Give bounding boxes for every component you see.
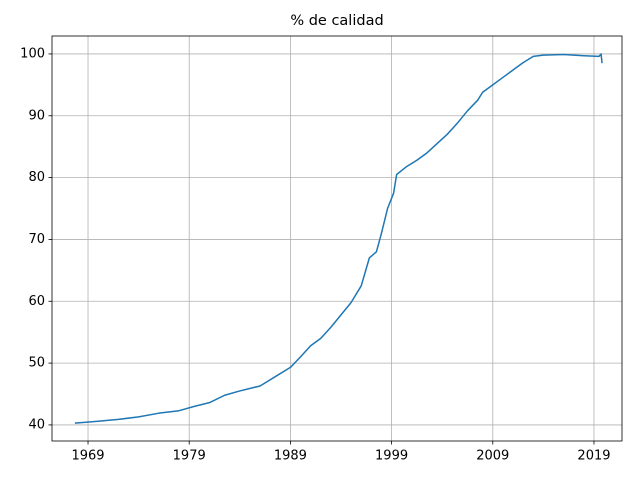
- data-line: [74, 53, 603, 424]
- y-tick-label: 70: [28, 232, 45, 247]
- y-tick-label: 50: [28, 356, 45, 371]
- y-tick-label: 90: [28, 108, 45, 123]
- chart-title: % de calidad: [290, 13, 383, 29]
- x-tick-label: 1969: [71, 449, 104, 464]
- x-tick-label: 1979: [173, 449, 206, 464]
- x-tick-label: 2009: [476, 449, 509, 464]
- x-tick-label: 1989: [274, 449, 307, 464]
- y-tick-label: 80: [28, 170, 45, 185]
- axes-frame: [51, 35, 623, 442]
- x-tick-label: 2019: [577, 449, 610, 464]
- y-tick-label: 60: [28, 294, 45, 309]
- x-tick-label: 1999: [375, 449, 408, 464]
- y-tick-label: 40: [28, 417, 45, 432]
- y-tick-label: 100: [20, 46, 45, 61]
